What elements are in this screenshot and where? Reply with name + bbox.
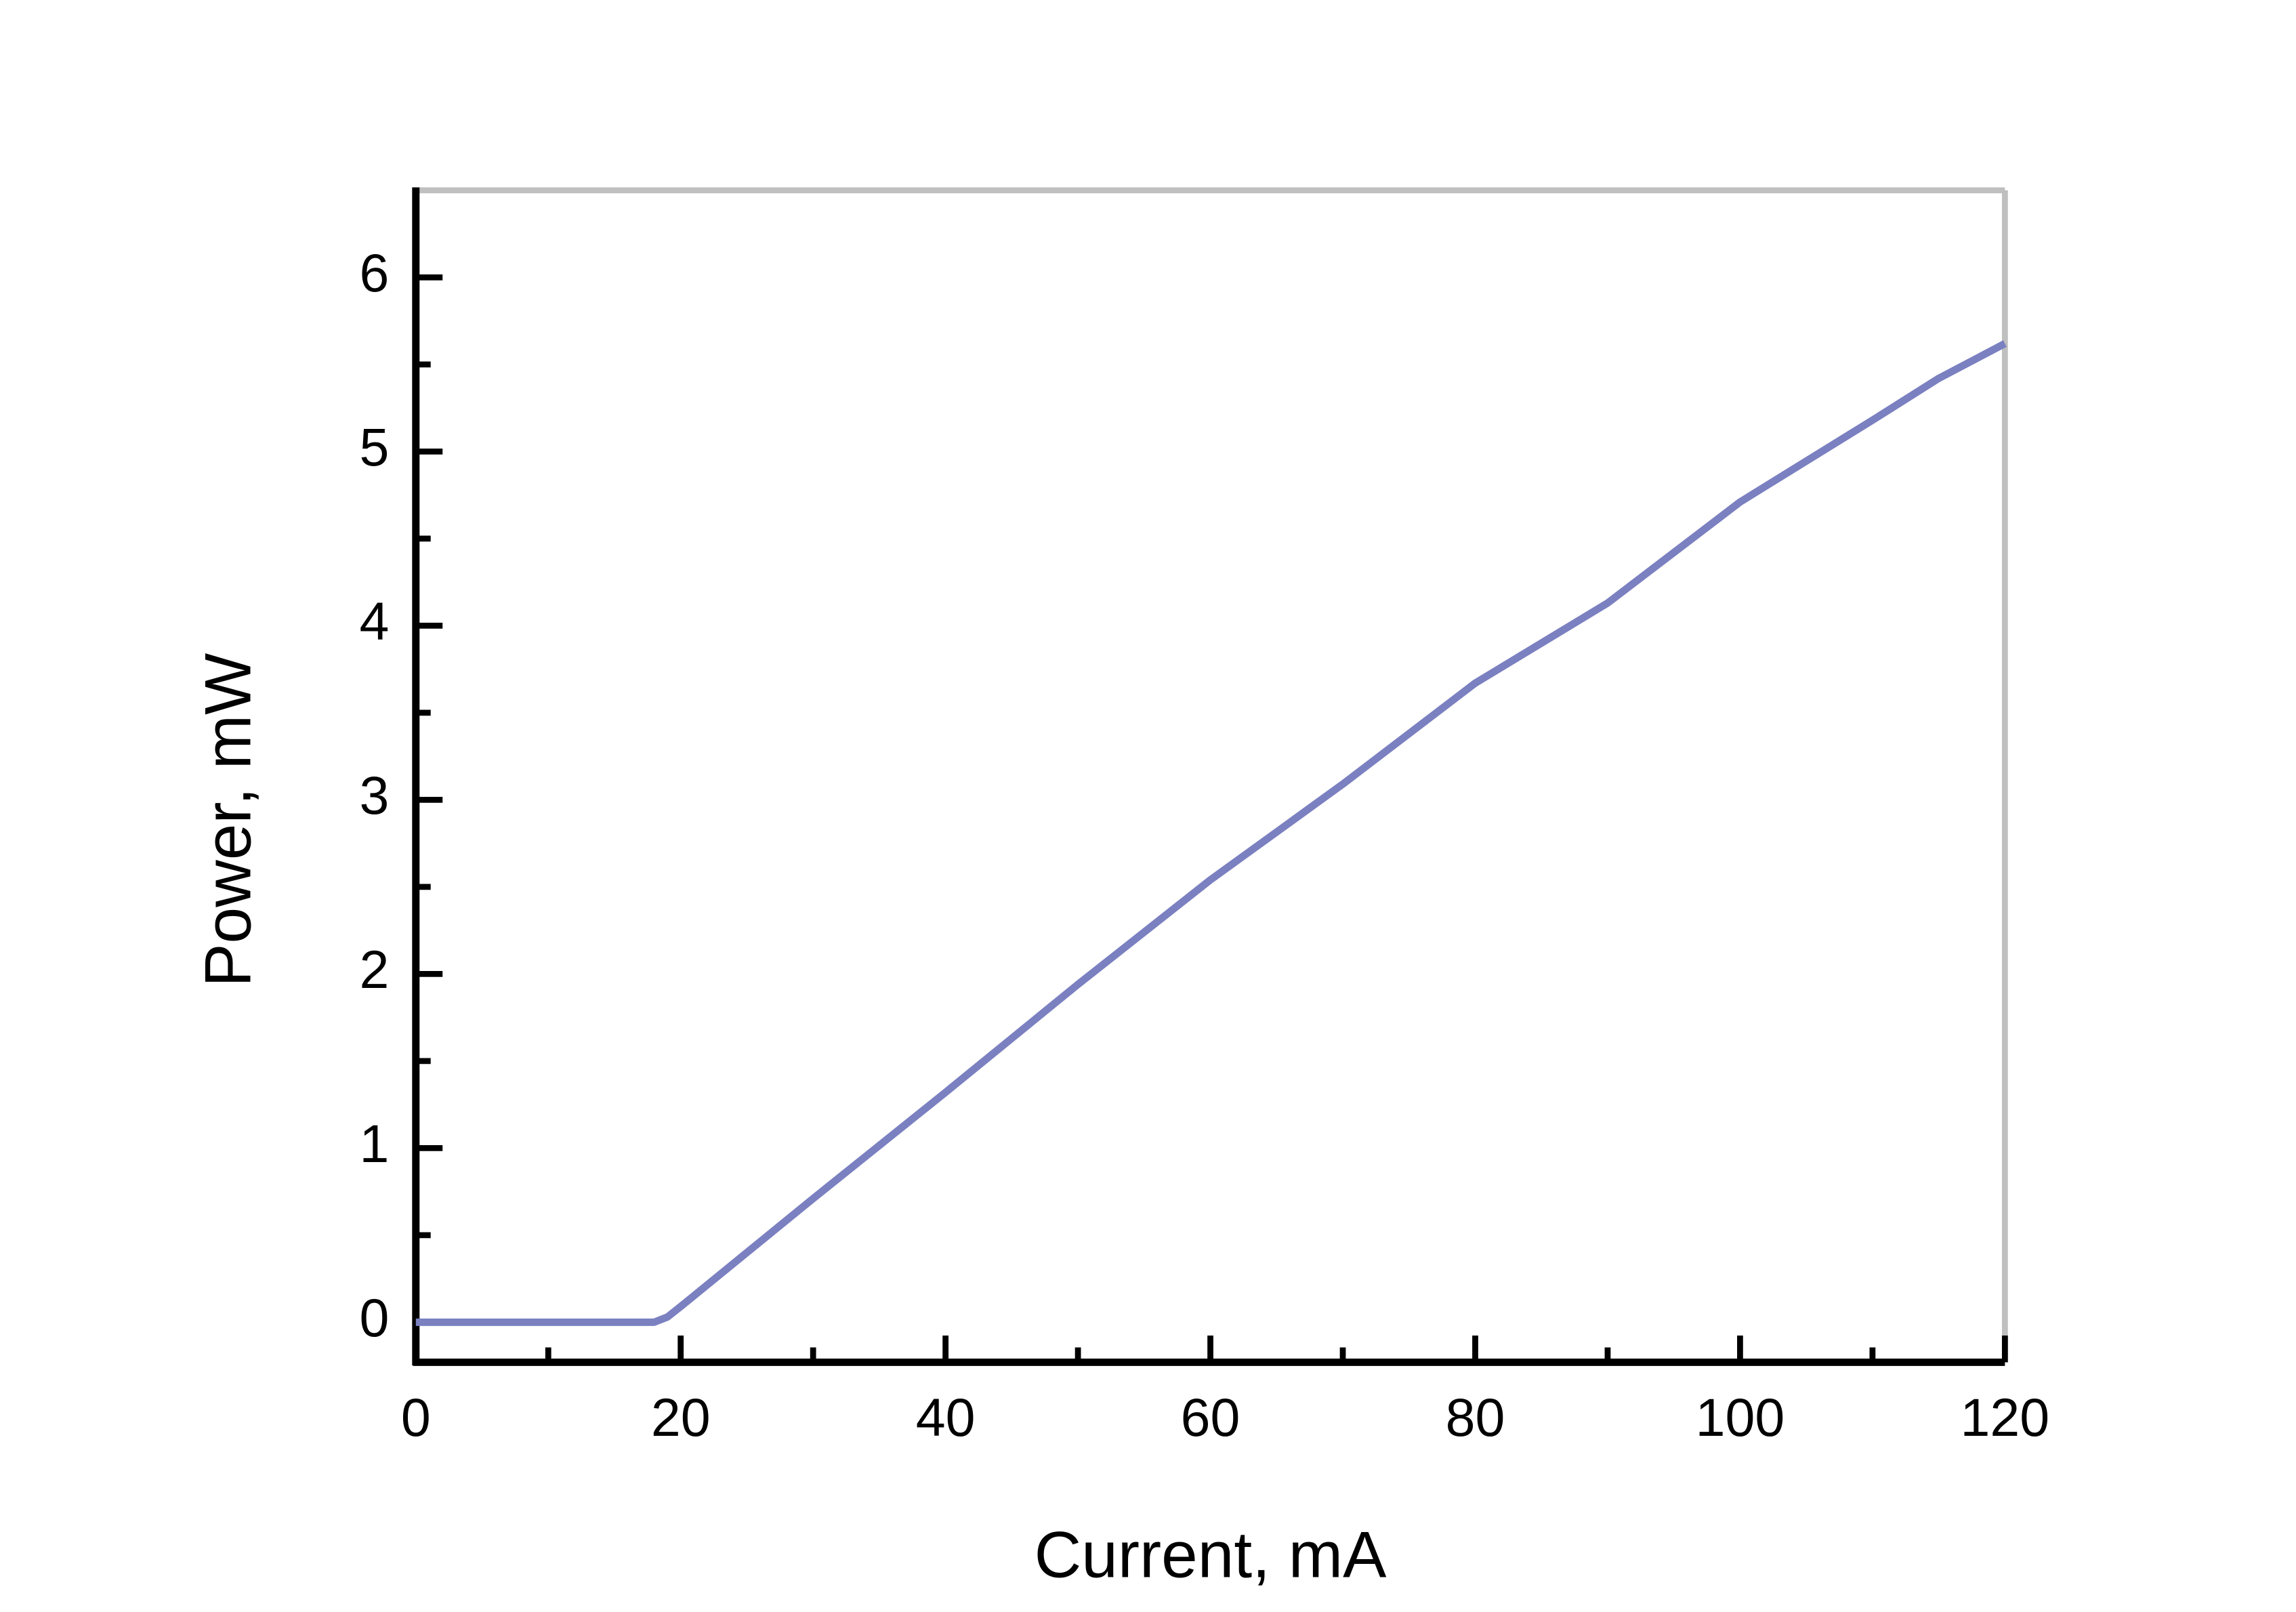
x-tick-label: 120 [1961,1388,2050,1447]
y-tick-label: 3 [359,766,389,825]
x-tick-label: 0 [401,1388,431,1447]
x-tick-label: 80 [1446,1388,1505,1447]
x-tick-label: 60 [1181,1388,1240,1447]
data-line [415,340,2007,1326]
y-tick-label: 1 [359,1114,389,1174]
x-tick-label: 100 [1696,1388,1785,1447]
y-tick-label: 6 [359,243,389,303]
y-tick-label: 2 [359,940,389,999]
y-axis-title: Power, mW [192,653,265,987]
y-tick-label: 4 [359,592,389,651]
y-tick-label: 5 [359,417,389,477]
x-axis-title: Current, mA [1035,1518,1387,1591]
x-tick-label: 40 [916,1388,976,1447]
x-tick-label: 20 [651,1388,711,1447]
y-tick-label: 0 [359,1288,389,1348]
